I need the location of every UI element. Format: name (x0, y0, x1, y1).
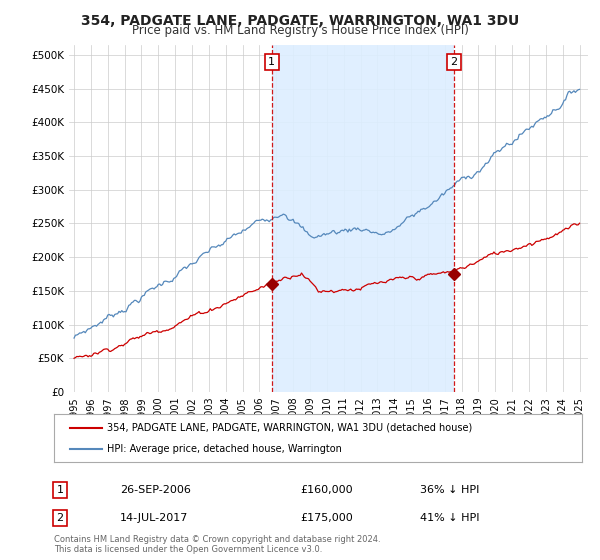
Text: 41% ↓ HPI: 41% ↓ HPI (420, 513, 479, 523)
Text: 2: 2 (450, 57, 457, 67)
Text: HPI: Average price, detached house, Warrington: HPI: Average price, detached house, Warr… (107, 444, 341, 454)
Bar (272, 45, 454, 392)
Text: Contains HM Land Registry data © Crown copyright and database right 2024.
This d: Contains HM Land Registry data © Crown c… (54, 535, 380, 554)
Text: 1: 1 (268, 57, 275, 67)
Text: £175,000: £175,000 (300, 513, 353, 523)
Text: 36% ↓ HPI: 36% ↓ HPI (420, 485, 479, 495)
Text: 354, PADGATE LANE, PADGATE, WARRINGTON, WA1 3DU: 354, PADGATE LANE, PADGATE, WARRINGTON, … (81, 14, 519, 28)
Text: 1: 1 (56, 485, 64, 495)
Text: 354, PADGATE LANE, PADGATE, WARRINGTON, WA1 3DU (detached house): 354, PADGATE LANE, PADGATE, WARRINGTON, … (107, 423, 472, 433)
Text: Price paid vs. HM Land Registry's House Price Index (HPI): Price paid vs. HM Land Registry's House … (131, 24, 469, 37)
Text: 14-JUL-2017: 14-JUL-2017 (120, 513, 188, 523)
Text: £160,000: £160,000 (300, 485, 353, 495)
Text: 26-SEP-2006: 26-SEP-2006 (120, 485, 191, 495)
Text: 2: 2 (56, 513, 64, 523)
